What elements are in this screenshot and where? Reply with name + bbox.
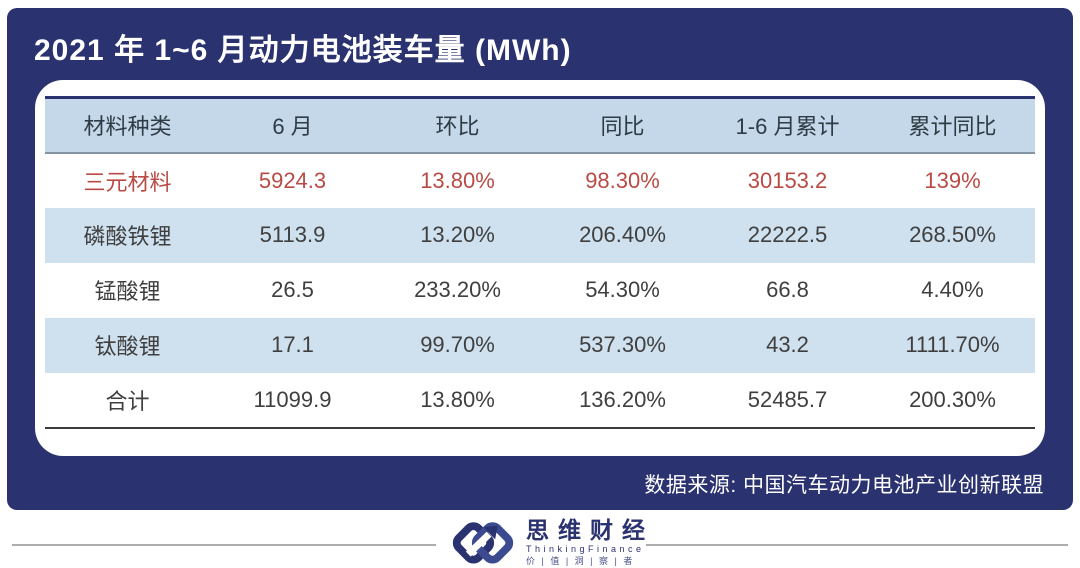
interlocked-links-arrow-icon [452, 522, 514, 564]
cell-cumulative-yoy: 4.40% [921, 277, 984, 302]
footer-divider-left [12, 544, 436, 546]
cell-cumulative-yoy: 200.30% [909, 386, 996, 412]
cell-yoy: 136.20% [579, 386, 666, 412]
cell-june: 17.1 [271, 332, 314, 357]
battery-install-table: 材料种类 6 月 环比 同比 1-6 月累计 累计同比 三元材料 5924.3 … [45, 96, 1035, 429]
thinking-finance-logo: 思维财经 ThinkingFinance 价 | 值 | 洞 | 察 | 者 [448, 516, 654, 568]
table-header-row: 材料种类 6 月 环比 同比 1-6 月累计 累计同比 [45, 97, 1035, 153]
cell-mom: 13.80% [420, 167, 495, 193]
cell-cumulative: 43.2 [766, 332, 809, 357]
table-card [35, 80, 1045, 456]
cell-yoy: 54.30% [585, 277, 660, 302]
brand-text-block: 思维财经 ThinkingFinance 价 | 值 | 洞 | 察 | 者 [526, 517, 654, 567]
brand-name-cn: 思维财经 [526, 517, 654, 543]
cell-cumulative-yoy: 268.50% [909, 222, 996, 247]
table-row: 锰酸锂 26.5 233.20% 54.30% 66.8 4.40% [45, 263, 1035, 318]
column-header-material: 材料种类 [83, 114, 172, 140]
cell-material: 三元材料 [83, 169, 172, 195]
cell-cumulative-yoy: 1111.70% [905, 332, 1000, 357]
cell-mom: 99.70% [420, 332, 495, 357]
column-header-yoy: 同比 [600, 114, 645, 140]
brand-tagline: 价 | 值 | 洞 | 察 | 者 [526, 556, 635, 566]
cell-cumulative: 66.8 [766, 277, 809, 302]
table-row: 磷酸铁锂 5113.9 13.20% 206.40% 22222.5 268.5… [45, 207, 1035, 263]
cell-june: 5113.9 [259, 222, 326, 247]
brand-name-en: ThinkingFinance [526, 544, 645, 554]
cell-june: 11099.9 [253, 386, 332, 412]
cell-cumulative: 30153.2 [747, 167, 828, 193]
footer-divider-right [646, 544, 1068, 546]
cell-cumulative: 22222.5 [747, 222, 828, 247]
table-row-total: 合计 11099.9 13.80% 136.20% 52485.7 200.30… [45, 373, 1035, 428]
cell-material: 合计 [105, 388, 150, 414]
cell-material: 钛酸锂 [94, 334, 161, 359]
table-row: 钛酸锂 17.1 99.70% 537.30% 43.2 1111.70% [45, 317, 1035, 373]
cell-june: 5924.3 [258, 167, 327, 193]
cell-cumulative: 52485.7 [747, 386, 828, 412]
column-header-cumulative-yoy: 累计同比 [908, 114, 997, 140]
column-header-cumulative: 1-6 月累计 [735, 114, 840, 140]
data-table-wrap: 材料种类 6 月 环比 同比 1-6 月累计 累计同比 三元材料 5924.3 … [45, 96, 1035, 429]
cell-cumulative-yoy: 139% [924, 167, 981, 193]
cell-yoy: 98.30% [585, 167, 660, 193]
cell-mom: 233.20% [414, 277, 501, 302]
cell-mom: 13.80% [420, 386, 495, 412]
cell-yoy: 537.30% [579, 332, 666, 357]
data-source-note: 数据来源: 中国汽车动力电池产业创新联盟 [644, 474, 1044, 497]
cell-yoy: 206.40% [579, 222, 666, 247]
cell-mom: 13.20% [420, 222, 495, 247]
page-title: 2021 年 1~6 月动力电池装车量 (MWh) [34, 34, 572, 67]
cell-material: 磷酸铁锂 [83, 224, 172, 249]
cell-material: 锰酸锂 [94, 279, 161, 304]
column-header-mom: 环比 [435, 114, 480, 140]
cell-june: 26.5 [271, 277, 314, 302]
table-row: 三元材料 5924.3 13.80% 98.30% 30153.2 139% [45, 153, 1035, 208]
column-header-june: 6 月 [272, 114, 313, 140]
